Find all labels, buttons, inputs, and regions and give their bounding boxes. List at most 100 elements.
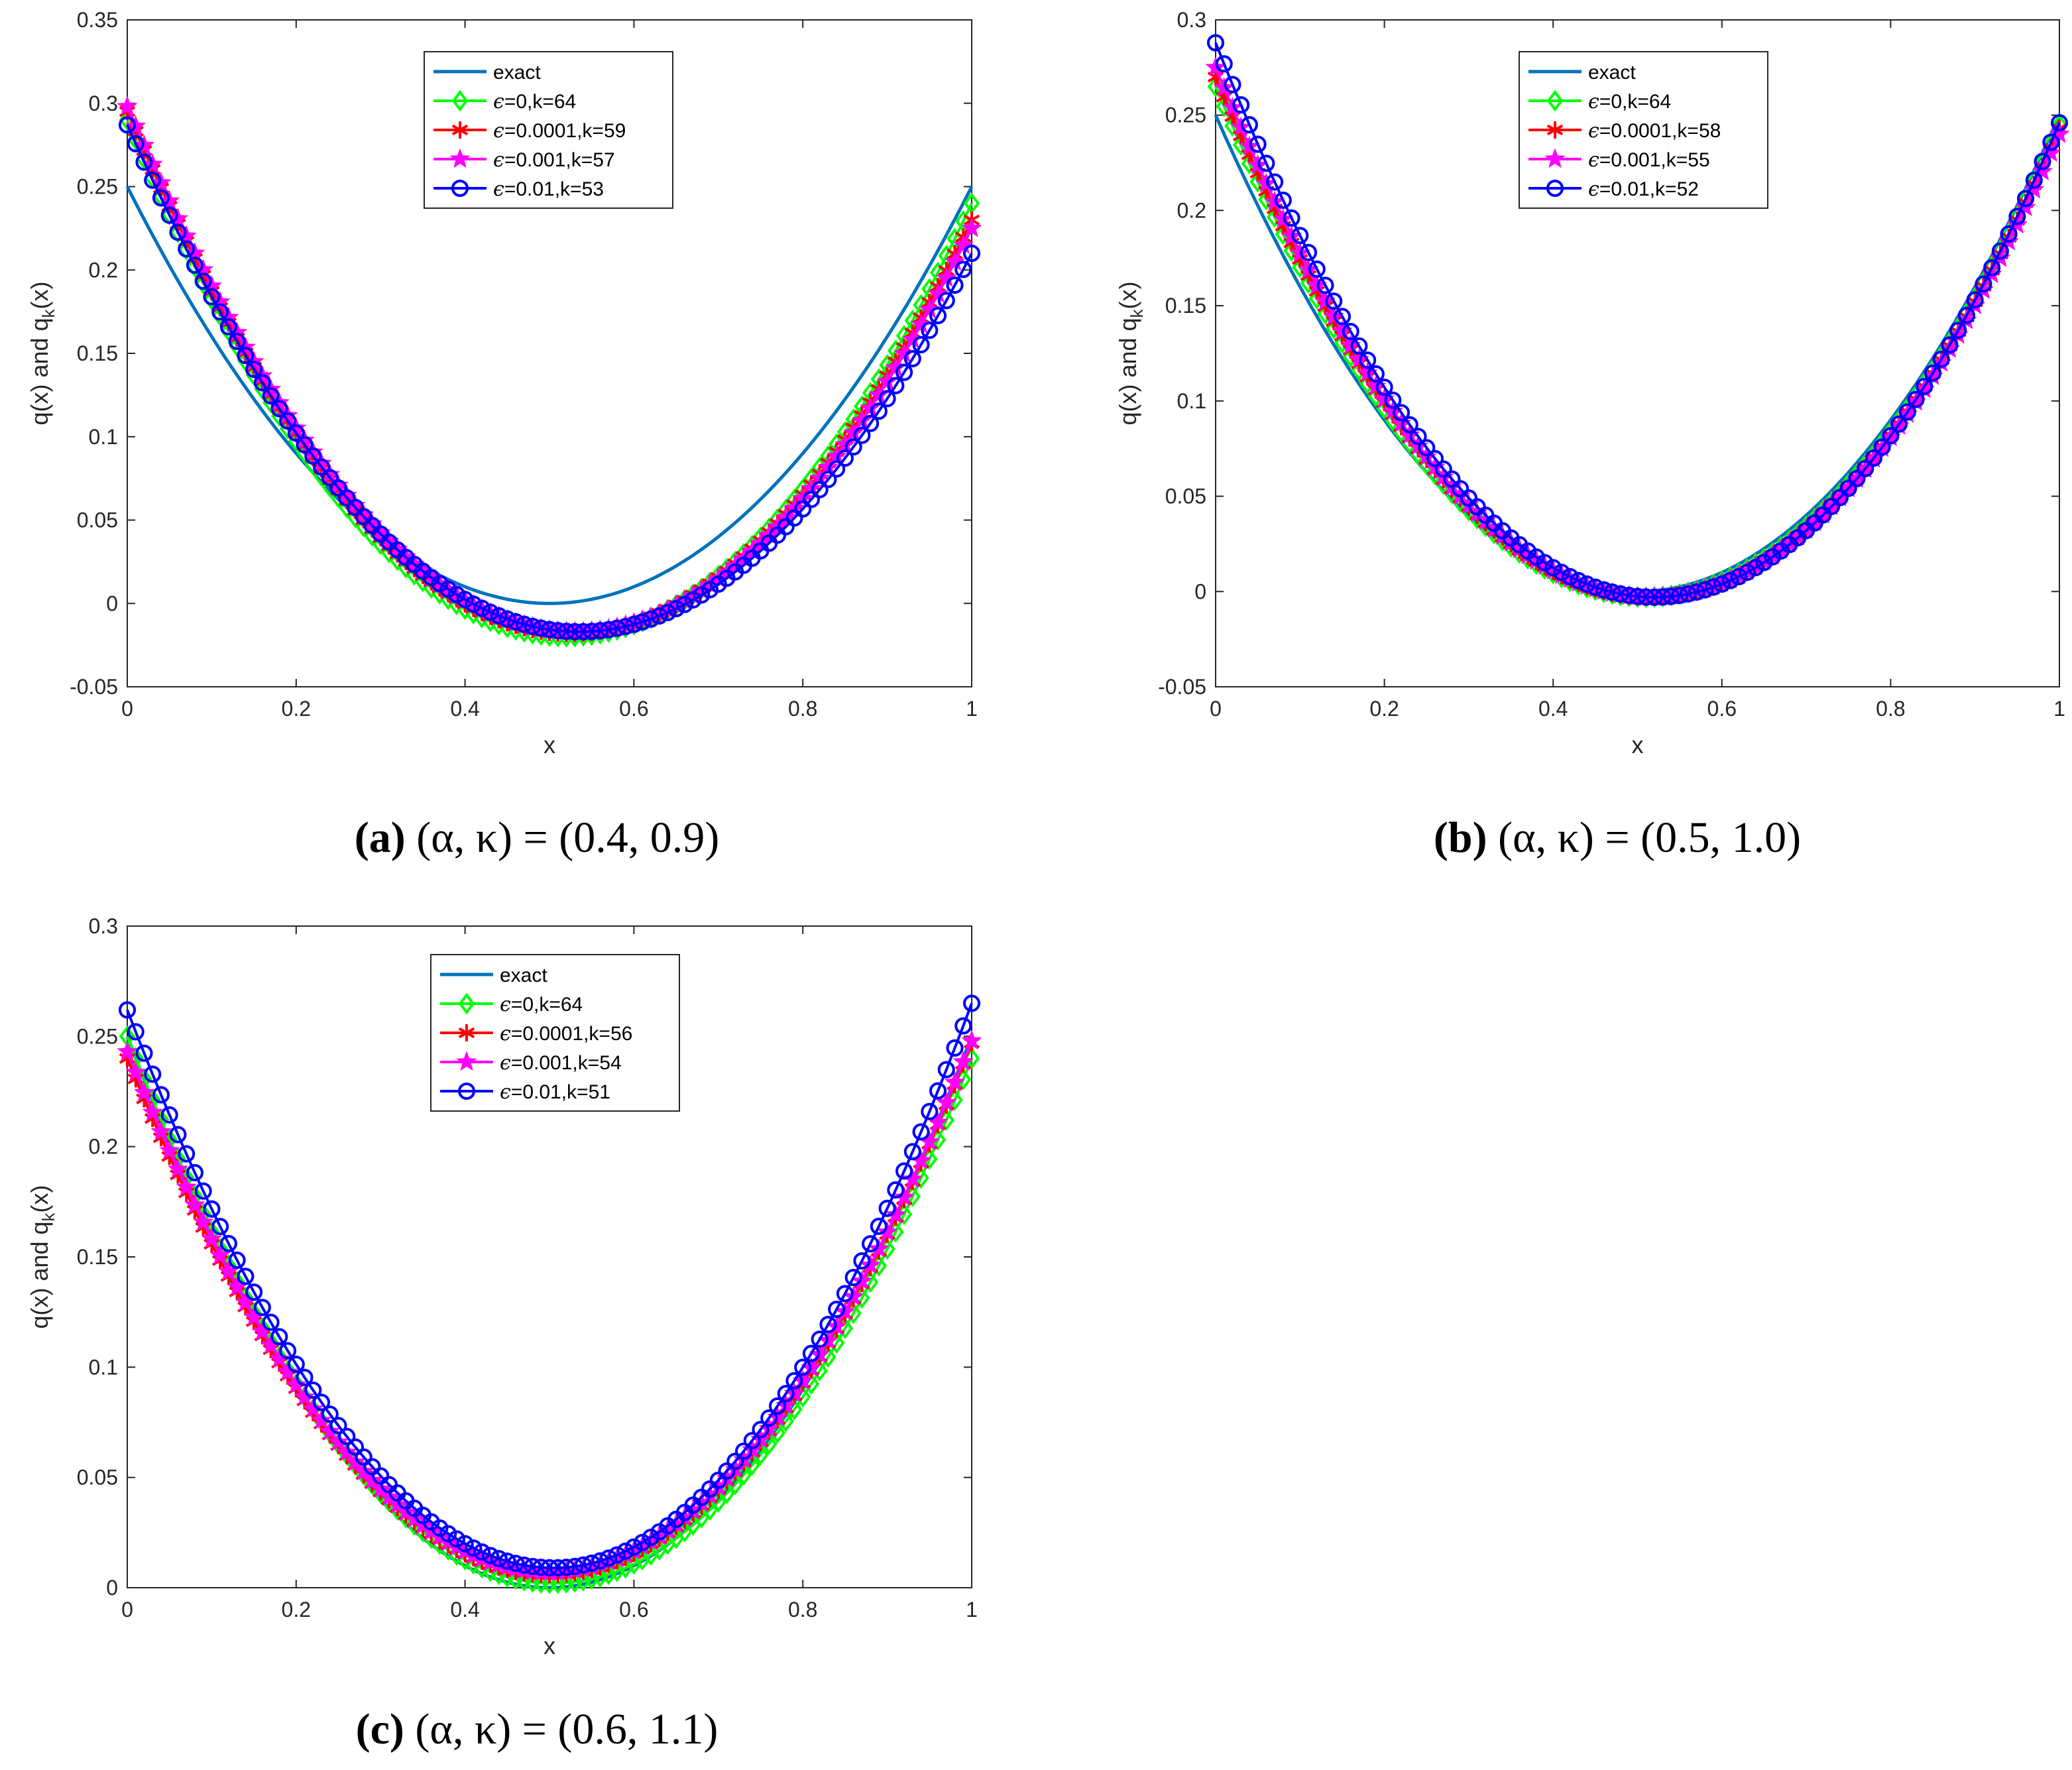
circle-marker bbox=[752, 1421, 770, 1439]
circle-marker bbox=[1274, 192, 1292, 209]
star-marker bbox=[125, 1061, 146, 1082]
circle-marker bbox=[1831, 489, 1849, 506]
circle-marker bbox=[1224, 76, 1241, 93]
circle-marker bbox=[1350, 337, 1368, 355]
star-marker bbox=[159, 190, 180, 210]
circle-marker bbox=[2050, 114, 2069, 132]
x-axis-label: x bbox=[1632, 731, 1644, 758]
circle-marker bbox=[1333, 308, 1351, 325]
x-axis-label: x bbox=[544, 1632, 555, 1659]
circle-marker bbox=[287, 424, 305, 442]
star-marker bbox=[193, 1211, 214, 1232]
circle-marker bbox=[862, 414, 880, 432]
circle-marker bbox=[237, 347, 255, 365]
star-marker bbox=[319, 1421, 341, 1441]
legend-entry: ϵ=0.01,k=53 bbox=[433, 178, 604, 201]
diamond-marker bbox=[1241, 152, 1258, 175]
circle-marker bbox=[1603, 583, 1621, 601]
circle-marker bbox=[1359, 351, 1377, 369]
diamond-marker bbox=[1275, 223, 1292, 245]
diamond-marker bbox=[1266, 206, 1283, 228]
circle-marker bbox=[532, 1559, 550, 1576]
star-marker bbox=[843, 1285, 864, 1306]
circle-marker bbox=[895, 363, 913, 381]
star-marker bbox=[885, 1204, 906, 1224]
circle-marker bbox=[346, 1438, 365, 1456]
star-marker bbox=[1214, 77, 1235, 97]
star-marker bbox=[868, 1238, 890, 1258]
legend-label: ϵ=0,k=64 bbox=[1588, 90, 1671, 113]
circle-marker bbox=[118, 1001, 137, 1019]
circle-marker bbox=[962, 994, 981, 1012]
chart-panel-c: 0 0.2 0.4 0.6 0.8 1 0 0.05 0.1 0.15 0.2 0.25 0.3 x q(x… bbox=[26, 914, 982, 1753]
circle-marker bbox=[1957, 306, 1976, 324]
star-marker bbox=[2049, 123, 2070, 143]
x-tick-label: 0.6 bbox=[1707, 697, 1737, 721]
asterisk-marker bbox=[458, 1024, 475, 1041]
circle-marker bbox=[1232, 96, 1250, 114]
circle-marker bbox=[447, 585, 465, 603]
circle-marker bbox=[1586, 578, 1604, 596]
circle-marker bbox=[245, 1283, 263, 1301]
star-marker bbox=[876, 1221, 898, 1241]
circle-marker bbox=[270, 400, 288, 418]
circle-marker bbox=[608, 1546, 626, 1564]
circle-marker bbox=[219, 1234, 237, 1252]
circle-marker bbox=[862, 1235, 880, 1253]
circle-marker bbox=[169, 223, 187, 241]
star-marker bbox=[927, 283, 949, 303]
y-tick-label: 0.25 bbox=[77, 1024, 118, 1048]
circle-marker bbox=[152, 1086, 170, 1104]
circle-marker bbox=[1637, 588, 1655, 606]
circle-marker bbox=[887, 377, 905, 394]
chart-panel-b: 0 0.2 0.4 0.6 0.8 1-0.0500.050.10.150.20.250.… bbox=[1114, 8, 2070, 862]
legend-label: ϵ=0.0001,k=56 bbox=[500, 1022, 632, 1045]
circle-marker bbox=[794, 1358, 812, 1376]
circle-marker bbox=[498, 1553, 516, 1570]
circle-marker bbox=[634, 1533, 652, 1551]
circle-marker bbox=[811, 481, 829, 499]
circle-marker bbox=[524, 1557, 542, 1576]
circle-marker bbox=[447, 1530, 465, 1548]
legend-entry: ϵ=0,k=64 bbox=[1528, 89, 1671, 113]
circle-marker bbox=[625, 1538, 643, 1556]
star-marker bbox=[286, 1374, 307, 1394]
circle-marker bbox=[1249, 135, 1267, 153]
x-tick-label: 0.4 bbox=[450, 697, 479, 721]
series-line bbox=[125, 186, 974, 605]
circle-marker bbox=[709, 1471, 727, 1489]
x-tick-label: 0.2 bbox=[282, 1598, 311, 1622]
y-tick-label: 0.2 bbox=[89, 258, 118, 282]
star-marker bbox=[218, 1260, 239, 1281]
circle-marker bbox=[853, 1252, 871, 1270]
y-tick-label: -0.05 bbox=[1158, 675, 1206, 699]
legend: exact ϵ=0,k=64 ϵ=0.0001,k=58 ϵ=0.001,k=55 ϵ=… bbox=[1519, 51, 1768, 209]
circle-marker bbox=[608, 619, 626, 637]
star-marker bbox=[311, 1409, 332, 1430]
circle-marker bbox=[279, 412, 297, 430]
star-marker bbox=[919, 298, 940, 319]
star-marker bbox=[201, 1228, 223, 1248]
circle-marker bbox=[194, 1182, 212, 1200]
circle-marker bbox=[684, 591, 702, 609]
circle-marker bbox=[895, 1162, 913, 1180]
star-marker bbox=[345, 1451, 366, 1471]
circle-marker bbox=[1240, 116, 1258, 134]
circle-marker bbox=[946, 276, 964, 294]
star-marker bbox=[142, 1101, 163, 1122]
diamond-marker bbox=[1224, 115, 1241, 137]
circle-marker bbox=[1299, 243, 1318, 261]
circle-marker bbox=[2025, 171, 2043, 189]
circle-marker bbox=[245, 361, 263, 379]
legend-label: ϵ=0.0001,k=59 bbox=[493, 119, 626, 143]
circle-marker bbox=[962, 245, 981, 263]
circle-marker bbox=[1426, 449, 1444, 467]
circle-marker bbox=[304, 447, 322, 465]
circle-marker bbox=[152, 189, 170, 207]
circle-marker bbox=[675, 595, 693, 613]
circle-marker bbox=[634, 613, 652, 631]
circle-marker bbox=[1966, 291, 1984, 309]
diamond-marker bbox=[1258, 188, 1275, 211]
legend: exact ϵ=0,k=64 ϵ=0.0001,k=59 ϵ=0.001,k=57 ϵ=… bbox=[424, 51, 673, 209]
